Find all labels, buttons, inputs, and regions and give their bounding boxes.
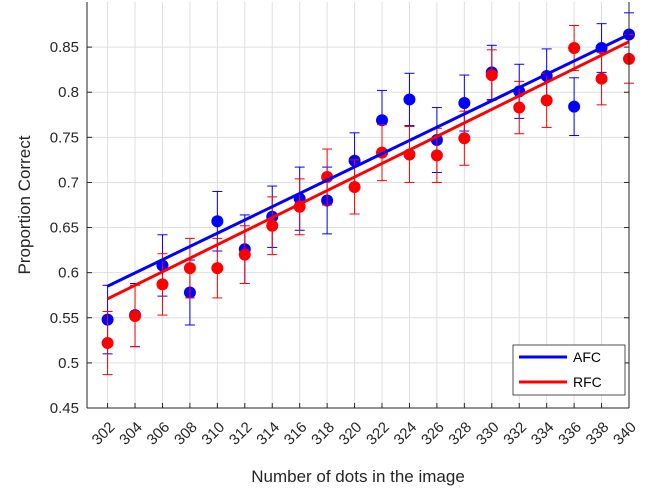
data-point — [540, 94, 553, 107]
data-point — [156, 278, 169, 291]
y-tick-label: 0.75 — [50, 129, 79, 146]
data-point — [458, 97, 471, 110]
x-tick-label: 322 — [363, 419, 393, 449]
x-tick-label: 314 — [253, 419, 283, 449]
plot-area — [87, 2, 629, 408]
data-point — [183, 262, 196, 275]
x-axis-label: Number of dots in the image — [251, 467, 465, 486]
data-point — [348, 180, 361, 193]
data-point — [485, 69, 498, 82]
x-tick-label: 340 — [610, 419, 640, 449]
data-point — [101, 337, 114, 350]
data-point — [211, 215, 224, 228]
y-tick-label: 0.6 — [58, 265, 79, 282]
data-point — [266, 219, 279, 232]
y-tick-label: 0.8 — [58, 84, 79, 101]
x-tick-label: 302 — [89, 419, 119, 449]
y-tick-label: 0.7 — [58, 174, 79, 191]
y-tick-label: 0.85 — [50, 39, 79, 56]
x-tick-label: 304 — [116, 419, 146, 449]
x-tick-label: 316 — [281, 419, 311, 449]
data-point — [376, 114, 389, 127]
y-tick-label: 0.65 — [50, 220, 79, 237]
data-point — [458, 132, 471, 145]
y-axis-label: Proportion Correct — [15, 135, 34, 274]
data-point — [238, 248, 251, 261]
x-tick-label: 318 — [308, 419, 338, 449]
series-layer — [101, 12, 635, 376]
x-tick-label: 310 — [198, 419, 228, 449]
data-point — [211, 262, 224, 275]
x-tick-label: 332 — [500, 419, 530, 449]
x-tick-label: 328 — [445, 419, 475, 449]
data-point — [513, 101, 526, 114]
y-tick-label: 0.55 — [50, 310, 79, 327]
x-tick-label: 334 — [528, 419, 558, 449]
legend-label-rfc: RFC — [573, 374, 602, 390]
legend-label-afc: AFC — [573, 349, 601, 365]
x-tick-label: 326 — [418, 419, 448, 449]
data-point — [403, 93, 416, 106]
x-tick-label: 308 — [171, 419, 201, 449]
x-tick-label: 324 — [391, 419, 421, 449]
x-tick-label: 312 — [226, 419, 256, 449]
y-tick-label: 0.45 — [50, 400, 79, 417]
legend-box — [512, 344, 626, 396]
x-tick-label: 330 — [473, 419, 503, 449]
fit-line-rfc — [106, 40, 630, 301]
data-point — [129, 309, 142, 322]
fit-line-afc — [106, 33, 630, 288]
x-tick-label: 320 — [336, 419, 366, 449]
x-tick-label: 338 — [583, 419, 613, 449]
y-tick-label: 0.5 — [58, 355, 79, 372]
data-point — [568, 100, 581, 113]
data-point — [595, 72, 608, 85]
x-tick-label: 336 — [555, 419, 585, 449]
data-point — [430, 149, 443, 162]
data-point — [568, 42, 581, 55]
x-tick-label: 306 — [144, 419, 174, 449]
legend: AFC RFC — [512, 344, 626, 396]
